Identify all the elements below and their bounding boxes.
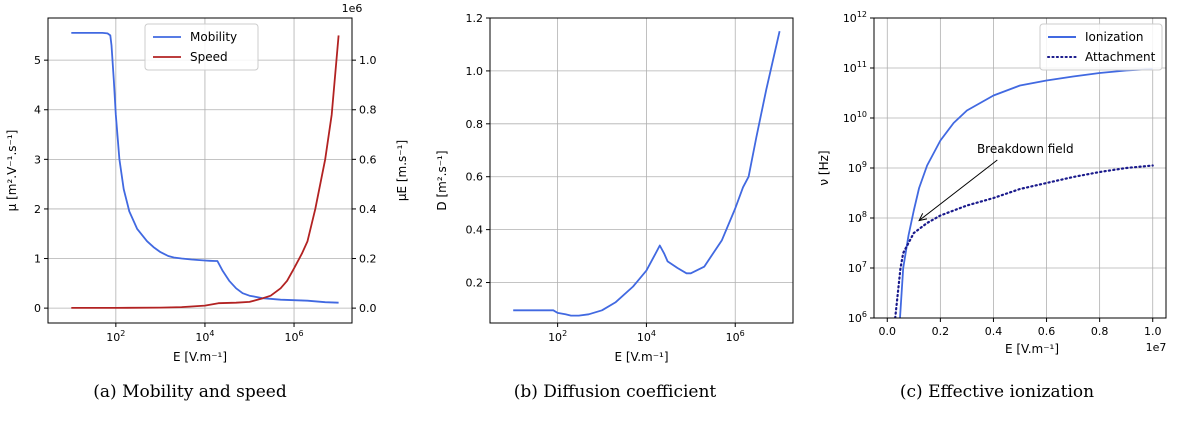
- series-mobility-line: [71, 32, 339, 304]
- series-attachment-line: [894, 164, 1154, 318]
- y-tick-label: 108: [848, 210, 867, 225]
- y-axis-label: μ [m².V⁻¹.s⁻¹]: [5, 130, 19, 212]
- tick-base: 10: [848, 162, 862, 175]
- y-axis-label: D [m².s⁻¹]: [435, 150, 449, 210]
- y2-tick-label: 0.2: [359, 253, 377, 266]
- x-tick-label: 0.6: [1038, 325, 1056, 338]
- y-tick-label: 3: [34, 153, 41, 166]
- series-speed-line: [71, 35, 340, 309]
- x-axis-label: E [V.m⁻¹]: [173, 350, 227, 364]
- tick-base: 10: [726, 331, 740, 344]
- tick-exponent: 4: [651, 329, 656, 338]
- y2-axis-label: μE [m.s⁻¹]: [395, 140, 409, 201]
- annotation-arrow-line: [918, 159, 998, 221]
- legend-label: Attachment: [1085, 50, 1156, 64]
- x-tick-label: 104: [637, 329, 656, 344]
- annotation-label: Breakdown field: [977, 142, 1074, 156]
- tick-exponent: 4: [209, 329, 214, 338]
- series-diffusion-line: [513, 30, 781, 317]
- x-tick-label: 1.0: [1144, 325, 1162, 338]
- tick-exponent: 6: [298, 329, 303, 338]
- y-tick-label: 1010: [843, 110, 867, 125]
- tick-base: 10: [637, 331, 651, 344]
- x-tick-label: 0.8: [1091, 325, 1109, 338]
- y-tick-label: 1.0: [466, 65, 484, 78]
- y-tick-label: 1.2: [466, 12, 484, 25]
- y-tick-label: 4: [34, 104, 41, 117]
- y2-tick-label: 0.4: [359, 203, 377, 216]
- y-tick-label: 2: [34, 203, 41, 216]
- legend-label: Ionization: [1085, 30, 1143, 44]
- tick-exponent: 6: [862, 310, 867, 319]
- tick-exponent: 10: [857, 110, 867, 119]
- x-axis-label: E [V.m⁻¹]: [1005, 342, 1059, 356]
- tick-base: 10: [195, 331, 209, 344]
- x-tick-label: 102: [106, 329, 125, 344]
- tick-exponent: 7: [862, 260, 867, 269]
- tick-base: 10: [843, 12, 857, 25]
- plot-frame: [47, 17, 353, 324]
- annotation-arrow-head: [918, 213, 928, 222]
- y-tick-label: 0.4: [466, 224, 484, 237]
- y-tick-label: 0.8: [466, 118, 484, 131]
- y2-tick-label: 0.8: [359, 104, 377, 117]
- tick-exponent: 2: [562, 329, 567, 338]
- x-tick-label: 104: [195, 329, 214, 344]
- y-tick-label: 107: [848, 260, 867, 275]
- tick-base: 10: [848, 212, 862, 225]
- y2-tick-label: 1.0: [359, 54, 377, 67]
- y-tick-label: 0.6: [466, 171, 484, 184]
- tick-exponent: 12: [857, 10, 867, 19]
- tick-base: 10: [284, 331, 298, 344]
- offset-label: 1e6: [342, 2, 363, 15]
- y-tick-label: 106: [848, 310, 867, 325]
- y-tick-label: 0: [34, 302, 41, 315]
- x-axis-label: E [V.m⁻¹]: [614, 350, 668, 364]
- tick-exponent: 8: [862, 210, 867, 219]
- y-tick-label: 1012: [843, 10, 867, 25]
- tick-exponent: 9: [862, 160, 867, 169]
- plot-frame: [489, 17, 794, 324]
- y-tick-label: 109: [848, 160, 867, 175]
- series-ionization-line: [899, 68, 1153, 318]
- y-axis-label: ν [Hz]: [817, 150, 831, 185]
- offset-label: 1e7: [1146, 341, 1167, 354]
- legend-label: Mobility: [190, 30, 237, 44]
- y2-tick-label: 0.6: [359, 153, 377, 166]
- legend-label: Speed: [190, 50, 228, 64]
- tick-exponent: 6: [740, 329, 745, 338]
- tick-base: 10: [843, 62, 857, 75]
- tick-exponent: 11: [857, 60, 867, 69]
- y-tick-label: 5: [34, 54, 41, 67]
- x-tick-label: 0.0: [879, 325, 897, 338]
- tick-base: 10: [848, 262, 862, 275]
- x-tick-label: 0.2: [932, 325, 950, 338]
- tick-base: 10: [848, 312, 862, 325]
- tick-exponent: 2: [120, 329, 125, 338]
- y-tick-label: 0.2: [466, 277, 484, 290]
- tick-base: 10: [106, 331, 120, 344]
- x-tick-label: 0.4: [985, 325, 1003, 338]
- y2-tick-label: 0.0: [359, 302, 377, 315]
- legend-box: [1039, 23, 1163, 71]
- caption: (c) Effective ionization: [900, 382, 1094, 402]
- y-tick-label: 1011: [843, 60, 867, 75]
- x-tick-label: 106: [726, 329, 745, 344]
- caption: (b) Diffusion coefficient: [514, 382, 717, 402]
- tick-base: 10: [843, 112, 857, 125]
- plot-area: [894, 68, 1154, 318]
- caption: (a) Mobility and speed: [93, 382, 287, 402]
- x-tick-label: 106: [284, 329, 303, 344]
- tick-base: 10: [548, 331, 562, 344]
- y-tick-label: 1: [34, 253, 41, 266]
- x-tick-label: 102: [548, 329, 567, 344]
- legend-box: [144, 23, 259, 71]
